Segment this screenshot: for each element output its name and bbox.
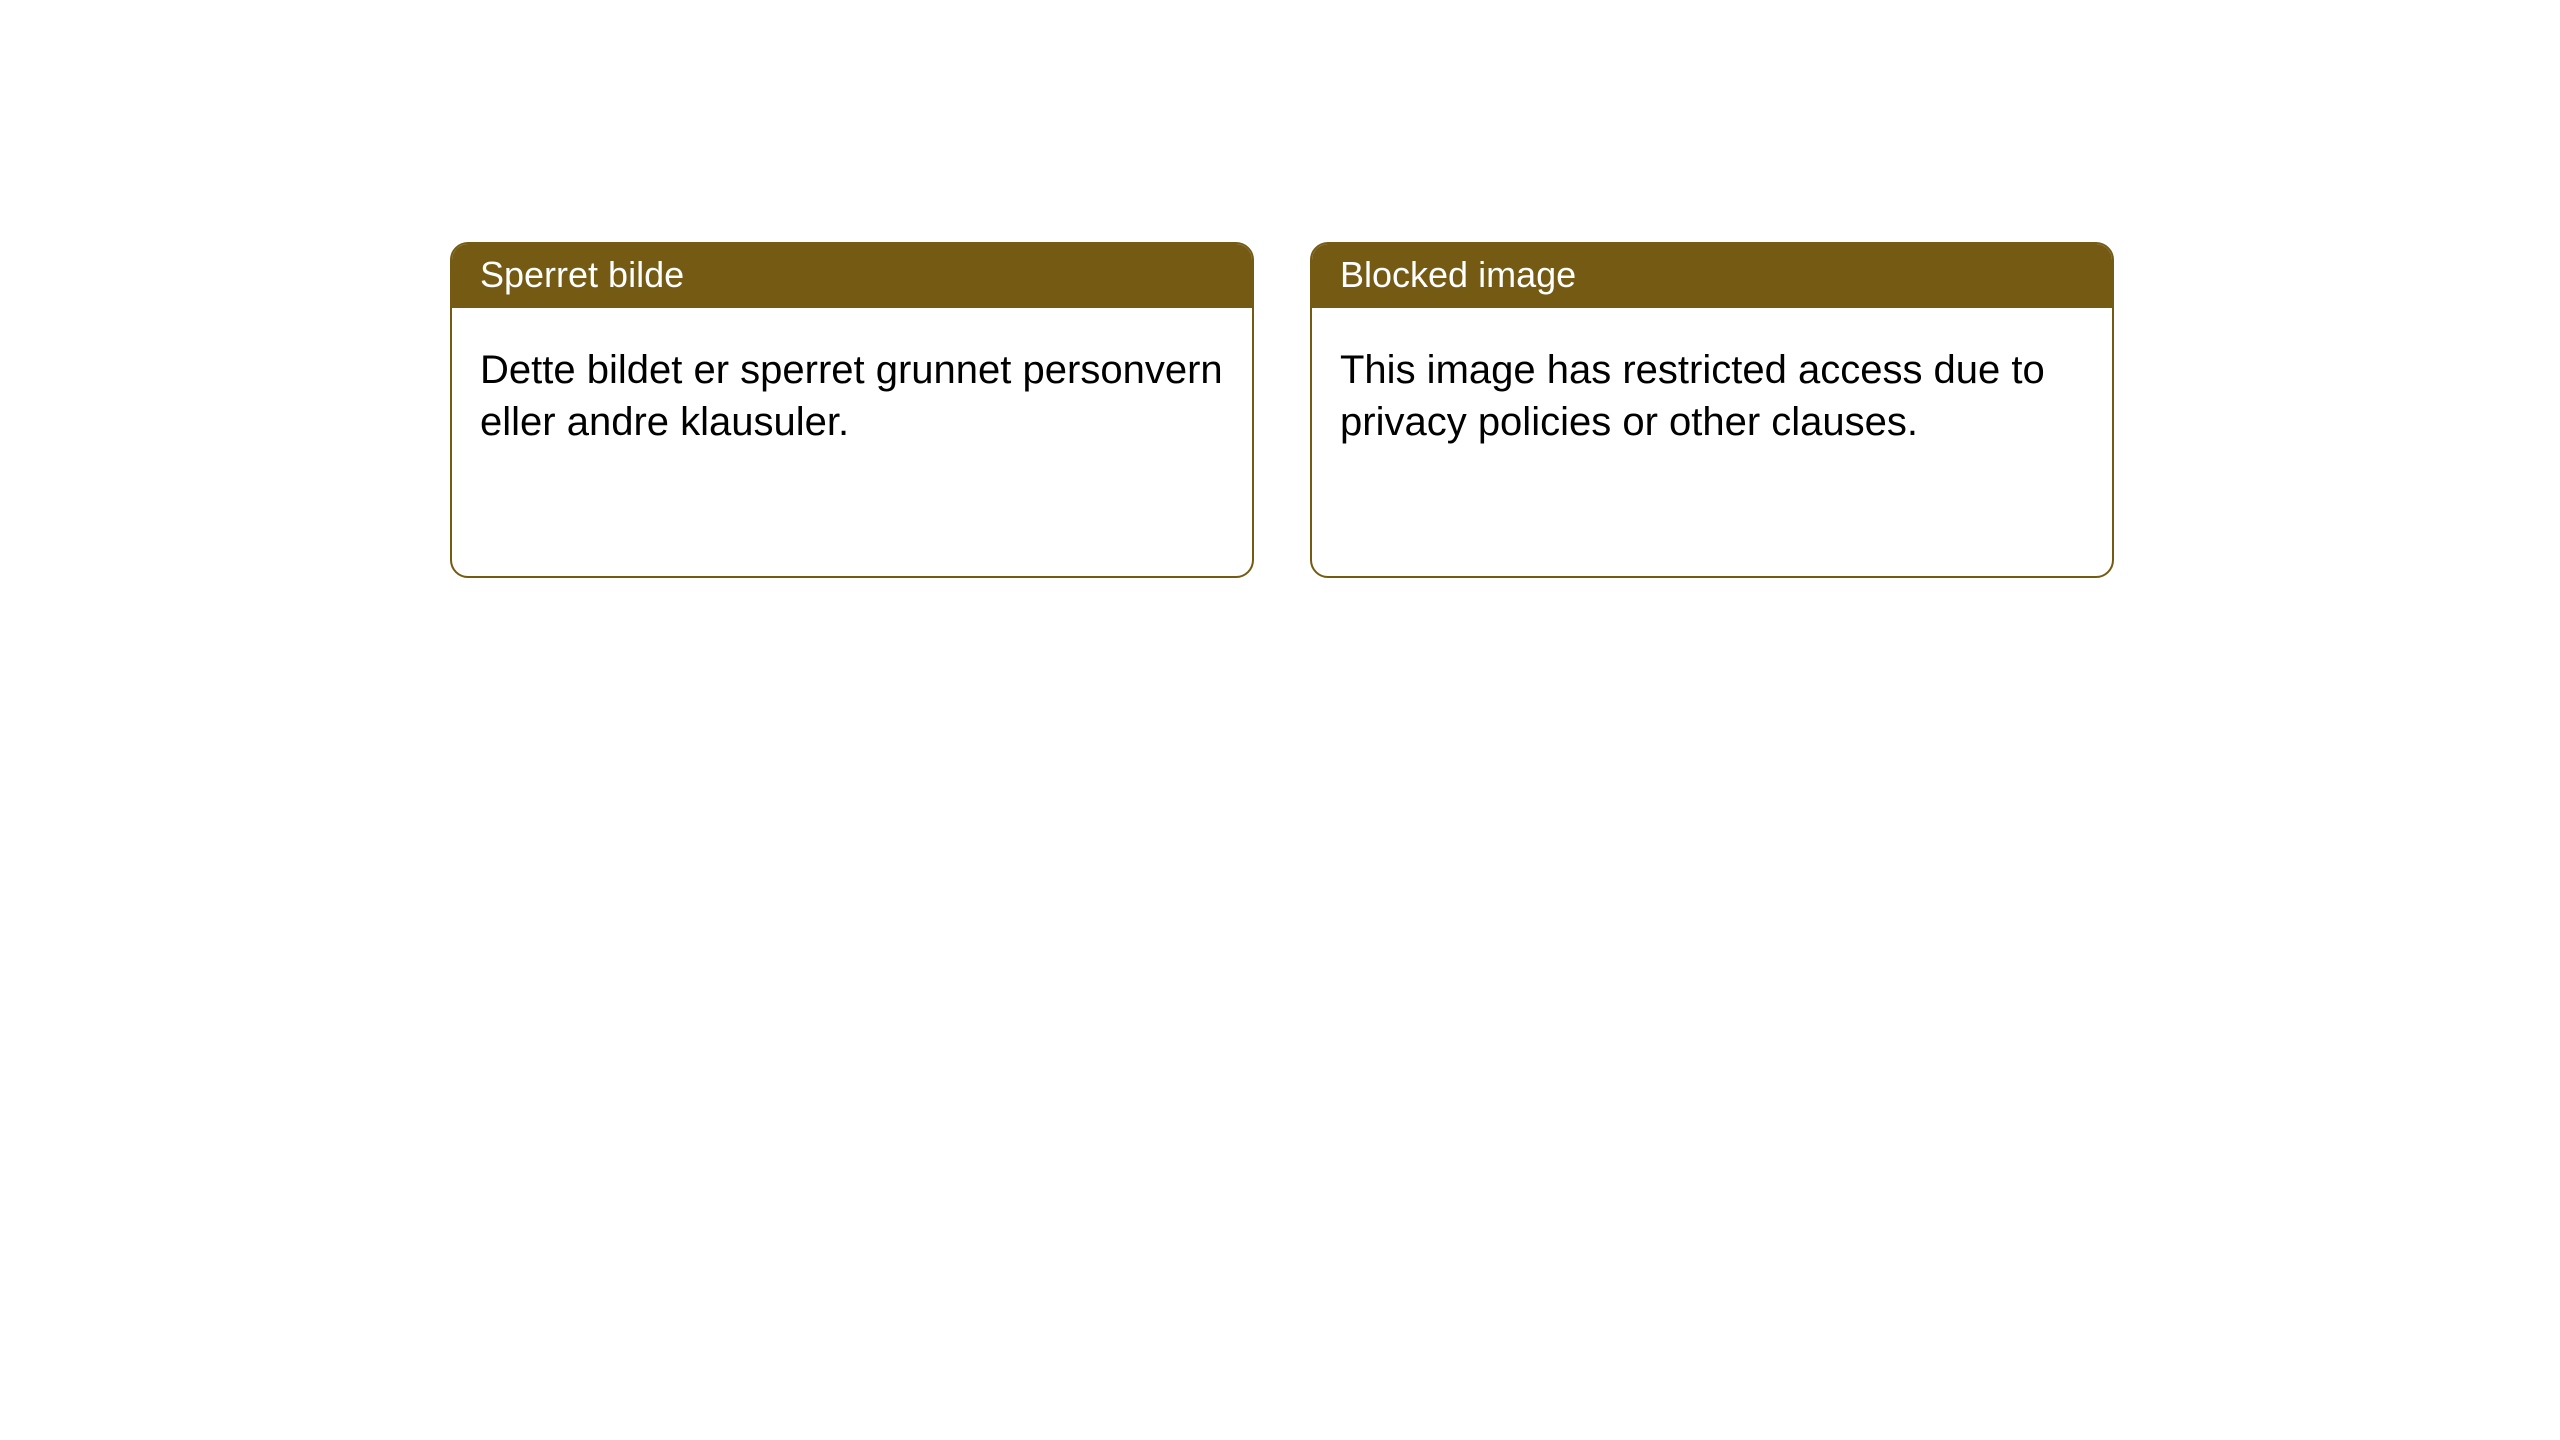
notice-container: Sperret bilde Dette bildet er sperret gr… bbox=[450, 242, 2560, 578]
card-title: Sperret bilde bbox=[452, 244, 1252, 308]
card-body: Dette bildet er sperret grunnet personve… bbox=[452, 308, 1252, 476]
card-title: Blocked image bbox=[1312, 244, 2112, 308]
notice-card-english: Blocked image This image has restricted … bbox=[1310, 242, 2114, 578]
notice-card-norwegian: Sperret bilde Dette bildet er sperret gr… bbox=[450, 242, 1254, 578]
card-body: This image has restricted access due to … bbox=[1312, 308, 2112, 476]
